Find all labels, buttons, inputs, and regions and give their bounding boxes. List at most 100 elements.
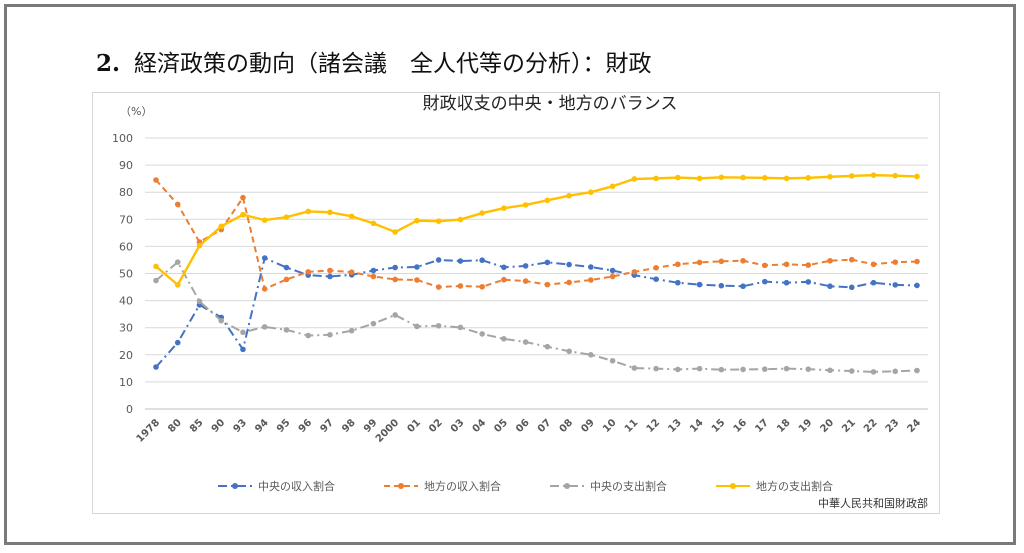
- y-tick-label: 70: [119, 213, 133, 226]
- data-point: [718, 174, 725, 181]
- x-tick-label: 14: [688, 417, 706, 435]
- data-point: [348, 327, 355, 334]
- data-point: [501, 205, 507, 211]
- data-point: [848, 368, 855, 374]
- data-point: [805, 262, 812, 268]
- data-point: [848, 284, 855, 291]
- data-point: [631, 365, 638, 371]
- data-point: [892, 282, 899, 288]
- data-point: [544, 343, 551, 350]
- data-point: [261, 324, 268, 330]
- data-point: [783, 279, 790, 286]
- data-point: [457, 283, 464, 289]
- x-tick-label: 80: [166, 417, 184, 435]
- data-point: [370, 273, 377, 280]
- data-point: [588, 352, 594, 358]
- x-tick-label: 94: [253, 417, 271, 435]
- y-tick-label: 40: [119, 295, 133, 308]
- legend-label: 地方の支出割合: [756, 479, 833, 493]
- data-point: [348, 213, 355, 220]
- y-tick-label: 50: [119, 268, 133, 281]
- y-tick-label: 10: [119, 376, 133, 389]
- series-group: [153, 255, 920, 370]
- data-point: [566, 279, 572, 286]
- data-point: [892, 172, 899, 179]
- x-tick-label: 02: [427, 417, 445, 435]
- data-point: [805, 366, 812, 372]
- data-point: [675, 279, 681, 286]
- x-tick-label: 15: [710, 417, 728, 435]
- data-point: [392, 229, 398, 235]
- series-group: [153, 177, 920, 292]
- data-point: [914, 367, 920, 374]
- data-point: [457, 324, 464, 331]
- data-point: [327, 209, 333, 216]
- data-point: [153, 177, 159, 183]
- data-point: [479, 331, 485, 337]
- heading-text: 経済政策の動向（諸会議 全人代等の分析）：財政: [134, 51, 652, 77]
- data-point: [653, 265, 659, 271]
- x-tick-label: 03: [449, 417, 467, 435]
- data-point: [870, 261, 877, 268]
- x-tick-label: 99: [362, 417, 380, 435]
- data-point: [414, 323, 420, 330]
- data-point: [718, 258, 725, 265]
- x-tick-label: 20: [819, 417, 837, 435]
- legend-swatch-marker: [730, 483, 736, 489]
- y-axis: 0 10 20 30 40 50 60 70 80 90 100: [112, 132, 133, 416]
- data-point: [196, 298, 203, 305]
- data-point: [827, 367, 833, 374]
- x-tick-label: 10: [601, 417, 619, 435]
- y-unit-label: （%）: [120, 105, 152, 118]
- data-point: [805, 279, 812, 285]
- data-point: [174, 259, 181, 265]
- data-point: [174, 282, 181, 288]
- data-point: [783, 175, 790, 182]
- data-point: [457, 258, 464, 264]
- x-tick-label: 21: [840, 417, 858, 435]
- data-point: [522, 339, 529, 345]
- x-tick-label: 90: [210, 417, 228, 435]
- data-point: [914, 258, 920, 265]
- x-tick-label: 2000: [374, 417, 401, 444]
- data-point: [609, 357, 616, 364]
- data-point: [501, 336, 507, 342]
- data-point: [827, 257, 833, 264]
- y-tick-label: 0: [126, 403, 133, 416]
- x-tick-label: 96: [297, 417, 315, 435]
- data-point: [240, 194, 246, 201]
- series-group: [153, 259, 920, 375]
- data-point: [675, 261, 681, 268]
- data-point: [544, 281, 551, 288]
- x-tick-label: 05: [492, 417, 510, 435]
- x-tick-label: 17: [753, 417, 771, 435]
- legend-label: 中央の収入割合: [258, 479, 335, 493]
- data-point: [609, 267, 616, 274]
- y-tick-label: 90: [119, 159, 133, 172]
- data-point: [153, 277, 159, 284]
- data-point: [174, 201, 181, 208]
- data-point: [479, 210, 485, 216]
- data-point: [609, 273, 616, 280]
- data-point: [870, 369, 877, 375]
- data-point: [240, 346, 246, 353]
- data-point: [305, 269, 312, 275]
- data-point: [566, 348, 572, 355]
- data-point: [696, 175, 703, 182]
- data-point: [762, 175, 768, 181]
- data-point: [848, 173, 855, 179]
- data-point: [283, 214, 290, 220]
- x-tick-label: 13: [666, 417, 684, 435]
- chart-title: 財政収支の中央・地方のバランス: [423, 94, 678, 114]
- data-point: [435, 284, 442, 290]
- y-tick-label: 30: [119, 322, 133, 335]
- data-point: [327, 267, 333, 274]
- data-point: [522, 278, 529, 284]
- data-point: [261, 255, 268, 261]
- data-point: [327, 331, 333, 338]
- data-point: [196, 242, 203, 249]
- x-tick-label: 97: [318, 417, 336, 435]
- data-point: [522, 263, 529, 269]
- data-point: [414, 277, 420, 283]
